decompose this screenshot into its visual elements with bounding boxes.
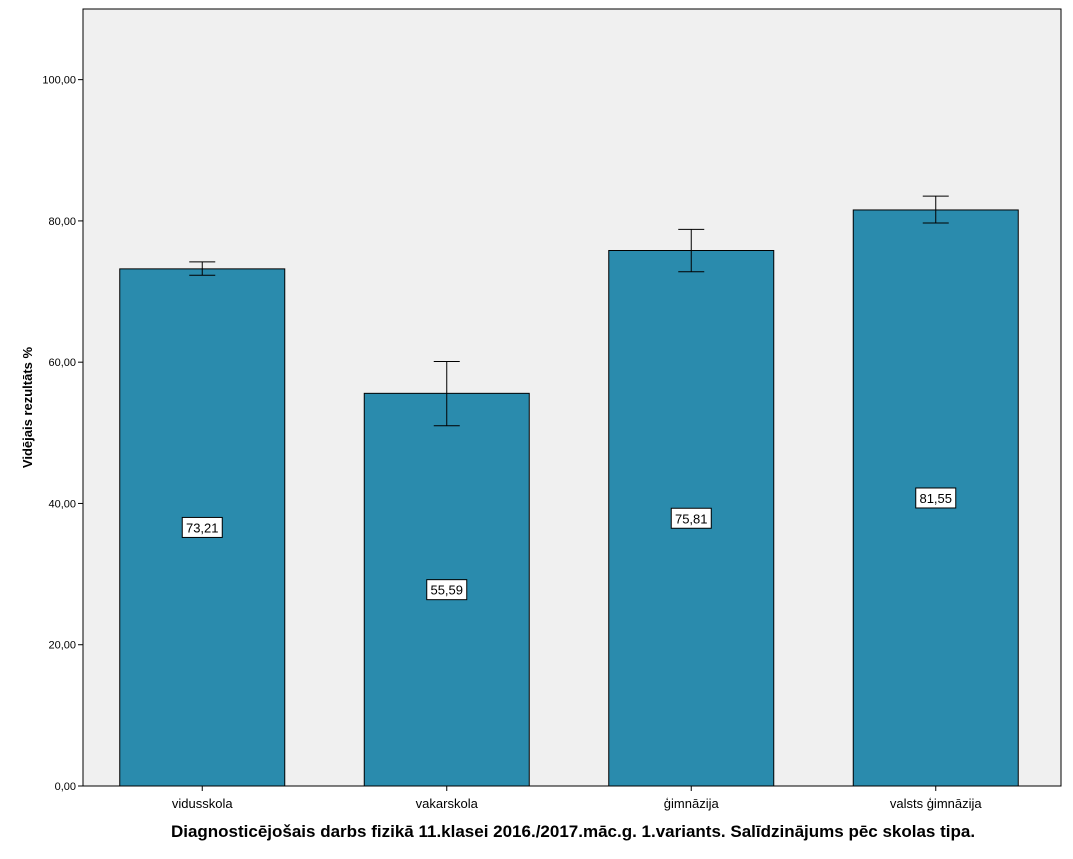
data-label-text: 73,21: [186, 520, 219, 535]
data-label: 75,81: [670, 507, 712, 529]
x-axis: vidusskola vakarskola ģimnāzija valsts ģimn…: [172, 786, 982, 811]
data-label-text: 55,59: [430, 583, 463, 598]
y-tick-label: 20,00: [48, 640, 76, 652]
y-tick-label: 0,00: [55, 781, 76, 793]
y-tick-label: 80,00: [48, 216, 76, 228]
y-axis: 0,00 20,00 40,00 60,00 80,00 100,00: [42, 75, 83, 793]
data-label-box: [670, 507, 712, 529]
data-label: 81,55: [915, 487, 957, 509]
data-label-text: 75,81: [675, 511, 708, 526]
data-label: 73,21: [181, 516, 223, 538]
y-tick-label: 40,00: [48, 498, 76, 510]
error-bar: [433, 360, 460, 427]
data-label-box: [426, 579, 468, 601]
error-bar: [189, 261, 216, 276]
y-tick-label: 60,00: [48, 357, 76, 369]
data-label-text: 81,55: [919, 491, 952, 506]
x-tick-label: vakarskola: [416, 796, 479, 811]
bars-group: 73,21 55,59 75,81 81,55: [119, 195, 1019, 787]
y-axis-title: Vidējais rezultāts %: [20, 346, 35, 468]
error-bar: [678, 228, 705, 273]
error-bar: [922, 195, 949, 224]
x-tick-label: vidusskola: [172, 796, 233, 811]
data-label: 55,59: [426, 579, 468, 601]
x-axis-title: Diagnosticējošais darbs fizikā 11.klasei…: [171, 822, 975, 841]
data-label-box: [181, 516, 223, 538]
y-tick-label: 100,00: [42, 75, 76, 87]
data-label-box: [915, 487, 957, 509]
x-tick-label: valsts ģimnāzija: [890, 796, 983, 811]
x-tick-label: ģimnāzija: [664, 796, 720, 811]
